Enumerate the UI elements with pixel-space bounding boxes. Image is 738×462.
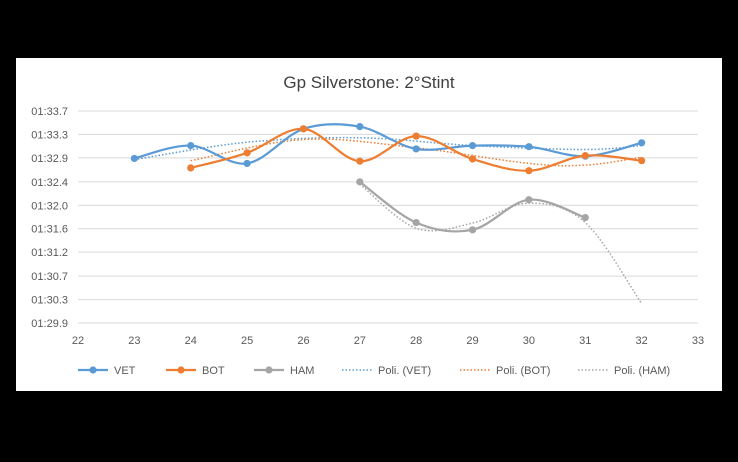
x-tick-label: 27 (354, 335, 366, 347)
y-tick-label: 01:32.4 (31, 177, 68, 189)
y-tick-label: 01:31.2 (31, 247, 68, 259)
y-tick-label: 01:30.3 (31, 295, 68, 307)
data-point-bot (356, 157, 364, 165)
series-lines (130, 123, 646, 234)
data-point-bot (638, 157, 646, 165)
y-tick-label: 01:31.6 (31, 224, 68, 236)
data-point-bot (581, 152, 589, 160)
trendline-poliham (359, 183, 643, 304)
data-point-vet (187, 141, 195, 150)
data-point-bot (187, 164, 195, 172)
data-point-vet (525, 143, 533, 151)
y-tick-label: 01:33.3 (31, 129, 68, 141)
legend-marker (265, 366, 273, 374)
data-point-bot (299, 125, 308, 133)
data-point-vet (638, 139, 646, 147)
legend-label: Poli. (BOT) (496, 365, 550, 377)
legend-marker (89, 366, 97, 374)
data-point-bot (525, 167, 533, 175)
data-point-vet (130, 154, 138, 163)
y-tick-label: 01:29.9 (31, 318, 68, 330)
legend-label: Poli. (HAM) (614, 365, 670, 377)
data-point-vet (468, 141, 477, 150)
data-point-vet (243, 159, 251, 168)
x-tick-label: 30 (523, 335, 535, 347)
legend: VET BOT HAM Poli. (VET) Poli. (BOT) Poli. (HA… (78, 365, 670, 377)
data-point-bot (412, 132, 420, 140)
data-point-ham (525, 196, 533, 204)
data-point-ham (468, 226, 477, 234)
x-tick-label: 28 (410, 335, 422, 347)
series-line-ham (359, 181, 586, 233)
y-tick-label: 01:32.0 (31, 200, 68, 212)
data-point-ham (581, 213, 589, 222)
x-tick-label: 24 (185, 335, 197, 347)
x-tick-label: 22 (72, 335, 84, 347)
data-point-bot (468, 155, 477, 163)
data-point-ham (356, 178, 364, 186)
x-tick-label: 25 (241, 335, 253, 347)
legend-label: HAM (290, 365, 314, 377)
trendline-polivet (134, 136, 642, 161)
x-tick-label: 31 (579, 335, 591, 347)
legend-label: Poli. (VET) (378, 365, 431, 377)
legend-item: BOT (166, 365, 225, 377)
axes: 01:29.9 01:30.3 01:30.7 01:31.2 01:31.6 01:32… (31, 106, 704, 347)
y-tick-label: 01:30.7 (31, 271, 68, 283)
legend-item: VET (78, 365, 136, 377)
chart-title: Gp Silverstone: 2°Stint (283, 73, 454, 92)
legend-item: Poli. (BOT) (460, 365, 550, 377)
series-line-vet (134, 123, 642, 165)
chart-area: Gp Silverstone: 2°Stint 01:29.9 01:30.3 01… (16, 58, 722, 391)
y-tick-label: 01:33.7 (31, 106, 68, 118)
data-point-ham (412, 218, 420, 227)
x-tick-label: 29 (466, 335, 478, 347)
gridlines (78, 110, 698, 324)
data-point-vet (412, 145, 420, 153)
trendlines (134, 136, 643, 304)
legend-label: VET (114, 365, 136, 377)
legend-item: Poli. (VET) (342, 365, 431, 377)
x-tick-label: 23 (128, 335, 140, 347)
legend-item: Poli. (HAM) (578, 365, 670, 377)
legend-marker (177, 366, 185, 374)
x-tick-label: 26 (297, 335, 309, 347)
data-point-bot (243, 149, 251, 157)
y-tick-label: 01:32.9 (31, 153, 68, 165)
legend-label: BOT (202, 365, 225, 377)
x-tick-label: 32 (636, 335, 648, 347)
line-chart: Gp Silverstone: 2°Stint 01:29.901:30.301… (31, 73, 704, 377)
data-point-vet (356, 123, 364, 131)
legend-item: HAM (254, 365, 314, 377)
x-tick-label: 33 (692, 335, 704, 347)
